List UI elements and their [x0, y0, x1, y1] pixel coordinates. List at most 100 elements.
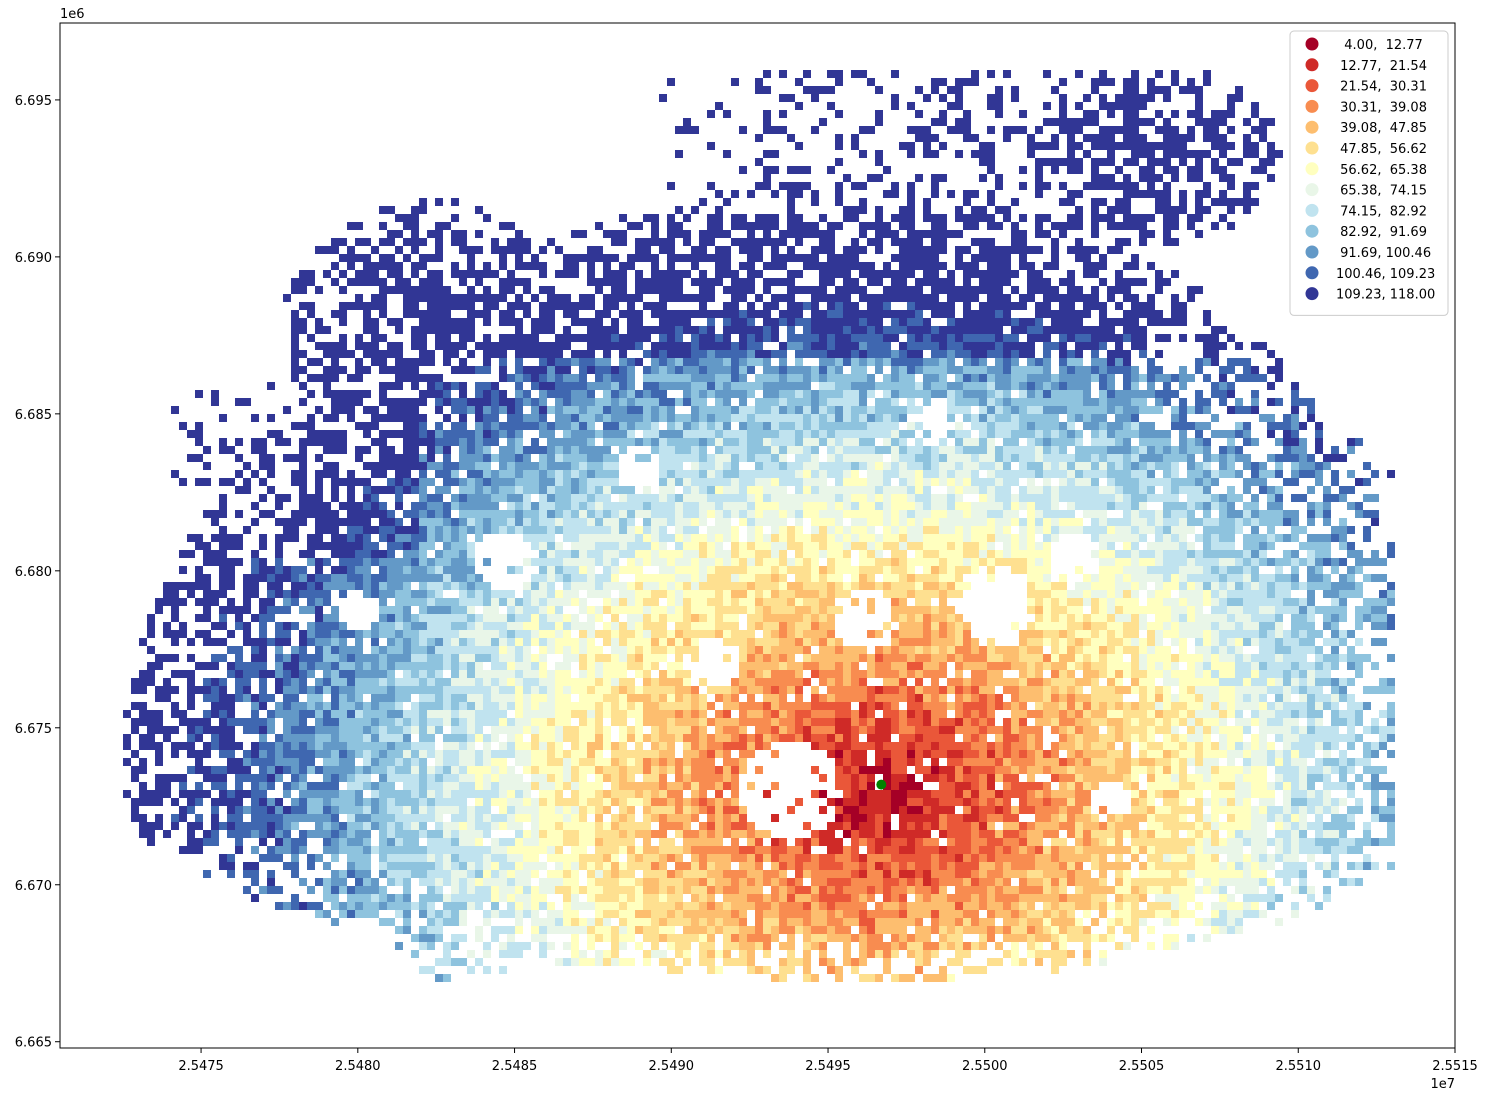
grid-cell — [1059, 462, 1067, 470]
grid-cell — [1147, 510, 1155, 518]
grid-cell — [699, 454, 707, 462]
grid-cell — [635, 534, 643, 542]
grid-cell — [651, 238, 659, 246]
grid-cell — [651, 374, 659, 382]
grid-cell — [1107, 182, 1115, 190]
grid-cell — [1163, 398, 1171, 406]
grid-cell — [1099, 510, 1107, 518]
grid-cell — [1147, 518, 1155, 526]
grid-cell — [811, 390, 819, 398]
grid-cell — [771, 462, 779, 470]
grid-cell — [811, 510, 819, 518]
grid-cell — [667, 366, 675, 374]
grid-cell — [579, 366, 587, 374]
grid-cell — [795, 526, 803, 534]
grid-cell — [515, 358, 523, 366]
grid-cell — [891, 518, 899, 526]
grid-cell — [339, 350, 347, 358]
grid-cell — [707, 254, 715, 262]
grid-cell — [1131, 110, 1139, 118]
grid-cell — [1083, 118, 1091, 126]
grid-cell — [1019, 414, 1027, 422]
grid-cell — [427, 478, 435, 486]
grid-cell — [1107, 110, 1115, 118]
grid-cell — [1243, 118, 1251, 126]
grid-cell — [947, 358, 955, 366]
grid-cell — [923, 502, 931, 510]
grid-cell — [971, 398, 979, 406]
grid-cell — [1211, 134, 1219, 142]
grid-cell — [555, 510, 563, 518]
grid-cell — [235, 438, 243, 446]
grid-cell — [1307, 534, 1315, 542]
grid-cell — [963, 262, 971, 270]
grid-cell — [523, 470, 531, 478]
grid-cell — [683, 118, 691, 126]
grid-cell — [1027, 134, 1035, 142]
grid-cell — [539, 406, 547, 414]
grid-cell — [403, 366, 411, 374]
grid-cell — [539, 318, 547, 326]
grid-cell — [635, 358, 643, 366]
grid-cell — [563, 366, 571, 374]
grid-cell — [1347, 550, 1355, 558]
grid-cell — [443, 414, 451, 422]
grid-cell — [779, 110, 787, 118]
grid-cell — [627, 366, 635, 374]
grid-cell — [859, 366, 867, 374]
grid-cell — [635, 414, 643, 422]
grid-cell — [387, 206, 395, 214]
grid-cell — [931, 310, 939, 318]
grid-cell — [1187, 494, 1195, 502]
grid-cell — [491, 438, 499, 446]
grid-cell — [987, 342, 995, 350]
grid-cell — [1259, 542, 1267, 550]
grid-cell — [699, 566, 707, 574]
grid-cell — [979, 478, 987, 486]
grid-cell — [563, 302, 571, 310]
grid-cell — [691, 358, 699, 366]
grid-cell — [1203, 134, 1211, 142]
grid-cell — [411, 438, 419, 446]
grid-cell — [515, 350, 523, 358]
grid-cell — [395, 278, 403, 286]
grid-cell — [755, 478, 763, 486]
grid-cell — [1075, 254, 1083, 262]
grid-cell — [699, 422, 707, 430]
grid-cell — [955, 254, 963, 262]
grid-cell — [907, 390, 915, 398]
grid-cell — [1011, 478, 1019, 486]
grid-cell — [379, 526, 387, 534]
grid-cell — [931, 350, 939, 358]
grid-cell — [1171, 502, 1179, 510]
grid-cell — [1131, 518, 1139, 526]
grid-cell — [315, 478, 323, 486]
grid-cell — [1139, 230, 1147, 238]
grid-cell — [1171, 446, 1179, 454]
grid-cell — [923, 494, 931, 502]
grid-cell — [267, 462, 275, 470]
grid-cell — [763, 182, 771, 190]
grid-cell — [931, 454, 939, 462]
grid-cell — [755, 422, 763, 430]
grid-cell — [291, 310, 299, 318]
grid-cell — [1347, 574, 1355, 582]
grid-cell — [803, 230, 811, 238]
grid-cell — [923, 382, 931, 390]
grid-cell — [483, 390, 491, 398]
grid-cell — [875, 86, 883, 94]
grid-cell — [875, 382, 883, 390]
grid-cell — [1075, 414, 1083, 422]
grid-cell — [619, 446, 627, 454]
grid-cell — [979, 462, 987, 470]
grid-cell — [747, 190, 755, 198]
grid-cell — [1051, 454, 1059, 462]
grid-cell — [1099, 126, 1107, 134]
grid-cell — [1083, 478, 1091, 486]
grid-cell — [779, 430, 787, 438]
grid-cell — [867, 462, 875, 470]
grid-cell — [435, 334, 443, 342]
grid-cell — [1251, 398, 1259, 406]
grid-cell — [979, 486, 987, 494]
grid-cell — [683, 550, 691, 558]
